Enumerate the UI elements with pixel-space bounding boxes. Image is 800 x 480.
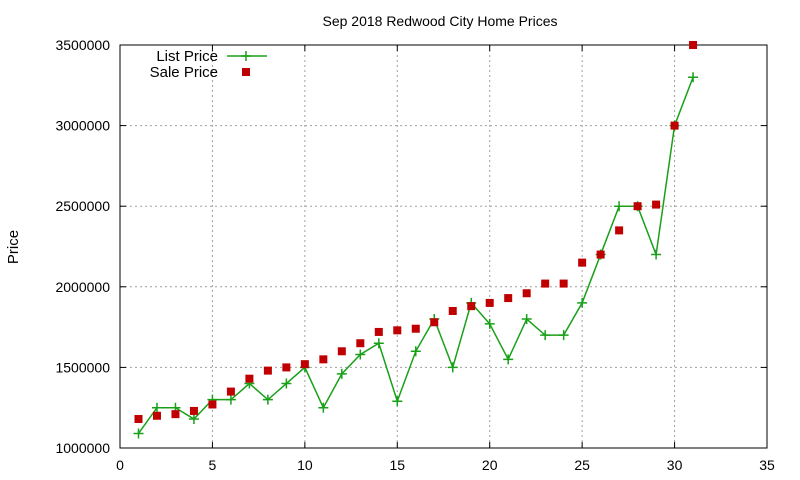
sale-price-point xyxy=(541,279,550,288)
legend-list-price-marker xyxy=(241,51,251,61)
x-tick-label: 30 xyxy=(667,457,683,473)
list-price-point xyxy=(262,394,273,405)
sale-price-point xyxy=(467,302,476,311)
list-price-point xyxy=(651,249,662,260)
sale-price-point xyxy=(689,41,698,49)
y-tick-label: 1000000 xyxy=(55,440,110,456)
sale-price-point xyxy=(300,360,309,369)
sale-price-point xyxy=(522,289,531,298)
sale-price-point xyxy=(430,318,439,327)
list-price-point xyxy=(614,201,625,212)
y-tick-label: 1500000 xyxy=(55,359,110,375)
sale-price-point xyxy=(670,121,679,130)
sale-price-point xyxy=(263,366,272,375)
ticks-layer: 0 5 10 15 20 25 30 35 1000000 1500000 2000000 25000… xyxy=(55,37,775,473)
sale-price-point xyxy=(411,324,420,333)
sale-price-point xyxy=(633,202,642,211)
sale-price-point xyxy=(337,347,346,356)
list-price-line xyxy=(137,76,694,434)
sale-price-point xyxy=(189,406,198,415)
sale-price-point xyxy=(226,387,235,396)
sale-price-point xyxy=(134,414,143,423)
sale-price-point xyxy=(171,410,180,419)
list-price-point xyxy=(151,402,162,413)
sale-price-point xyxy=(393,326,402,335)
sale-price-point xyxy=(485,298,494,307)
x-tick-label: 20 xyxy=(482,457,498,473)
grid-layer xyxy=(120,45,767,448)
series-layer xyxy=(133,41,699,439)
y-tick-label: 2000000 xyxy=(55,279,110,295)
y-tick-label: 3000000 xyxy=(55,118,110,134)
x-tick-label: 25 xyxy=(574,457,590,473)
list-price-point xyxy=(355,349,366,360)
y-tick-label: 2500000 xyxy=(55,198,110,214)
list-price-point xyxy=(503,354,514,365)
list-price-point xyxy=(188,413,199,424)
sale-price-point xyxy=(615,226,624,235)
legend-sale-price-marker xyxy=(242,68,250,76)
list-price-point xyxy=(558,330,569,341)
sale-price-point xyxy=(504,294,513,303)
x-tick-label: 10 xyxy=(297,457,313,473)
list-price-point xyxy=(447,362,458,373)
list-price-point xyxy=(688,72,699,83)
list-price-point xyxy=(281,378,292,389)
legend: List Price Sale Price xyxy=(150,48,267,81)
legend-label-list-price: List Price xyxy=(156,48,218,65)
list-price-point xyxy=(521,314,532,325)
plot-frame xyxy=(119,44,768,449)
list-price-point xyxy=(540,330,551,341)
legend-label-sale-price: Sale Price xyxy=(150,64,218,81)
list-price-point xyxy=(133,428,144,439)
x-tick-label: 0 xyxy=(116,457,124,473)
chart-title: Sep 2018 Redwood City Home Prices xyxy=(322,13,557,29)
list-price-point xyxy=(392,396,403,407)
x-tick-label: 35 xyxy=(759,457,775,473)
sale-price-point xyxy=(652,200,661,209)
list-price-point xyxy=(318,402,329,413)
sale-price-point xyxy=(448,306,457,315)
sale-price-point xyxy=(559,279,568,288)
list-price-point xyxy=(225,394,236,405)
x-tick-label: 5 xyxy=(209,457,217,473)
sale-price-point xyxy=(374,327,383,336)
sale-price-point xyxy=(319,355,328,364)
y-axis-title: Price xyxy=(5,230,22,264)
list-price-point xyxy=(577,297,588,308)
sale-price-point xyxy=(596,250,605,259)
list-price-point xyxy=(336,368,347,379)
y-tick-label: 3500000 xyxy=(55,37,110,53)
sale-price-point xyxy=(578,258,587,267)
list-price-point xyxy=(410,346,421,357)
sale-price-point xyxy=(282,363,291,372)
list-price-point xyxy=(484,318,495,329)
list-price-point xyxy=(373,338,384,349)
sale-price-point xyxy=(208,400,217,409)
sale-price-point xyxy=(152,411,161,420)
sale-price-point xyxy=(245,374,254,383)
x-tick-label: 15 xyxy=(389,457,405,473)
sale-price-point xyxy=(356,339,365,348)
